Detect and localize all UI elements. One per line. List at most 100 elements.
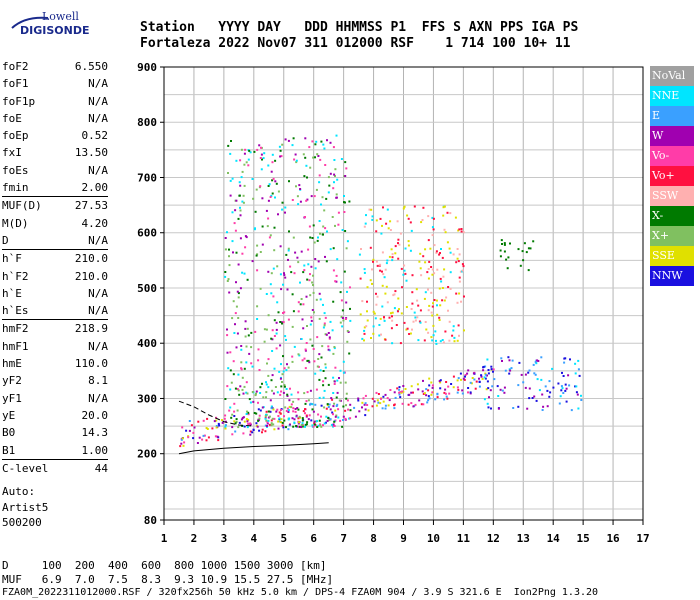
echo-point xyxy=(389,229,392,231)
echo-point xyxy=(448,392,451,395)
echo-point xyxy=(329,418,332,421)
echo-point xyxy=(427,288,429,291)
echo-point xyxy=(277,311,280,314)
echo-point xyxy=(570,409,573,412)
echo-point xyxy=(292,310,295,313)
echo-point xyxy=(282,391,285,394)
echo-point xyxy=(332,300,335,303)
echo-point xyxy=(181,426,184,429)
echo-point xyxy=(297,353,300,356)
echo-point xyxy=(297,391,300,394)
echo-point xyxy=(279,273,282,276)
echo-point xyxy=(242,432,245,435)
echo-point xyxy=(432,324,435,327)
echo-point xyxy=(340,299,343,302)
echo-point xyxy=(341,317,344,319)
echo-point xyxy=(275,347,278,350)
echo-point xyxy=(288,405,291,408)
echo-point xyxy=(280,321,283,324)
echo-point xyxy=(285,410,288,412)
echo-point xyxy=(499,249,502,252)
echo-point xyxy=(297,398,300,401)
echo-point xyxy=(466,372,469,375)
echo-point xyxy=(463,378,466,381)
echo-point xyxy=(394,252,397,255)
echo-point xyxy=(239,385,242,388)
footer-muf-line: MUF 6.9 7.0 7.5 8.3 9.3 10.9 15.5 27.5 [… xyxy=(2,573,334,586)
echo-point xyxy=(255,188,258,191)
echo-point xyxy=(369,246,372,249)
echo-point xyxy=(288,399,291,402)
echo-point xyxy=(244,320,247,323)
echo-point xyxy=(391,253,394,256)
echo-point xyxy=(411,302,414,305)
echo-point xyxy=(215,419,218,422)
param-row: fxI 13.50 xyxy=(2,144,108,161)
echo-point xyxy=(423,297,426,300)
echo-point xyxy=(318,317,321,320)
echo-point xyxy=(261,225,264,228)
echo-point xyxy=(418,320,421,323)
echo-point xyxy=(326,419,329,422)
echo-point xyxy=(261,428,264,431)
echo-point xyxy=(521,250,524,253)
echo-point xyxy=(283,367,286,370)
echo-point xyxy=(312,156,315,159)
echo-point xyxy=(285,369,288,372)
echo-point xyxy=(487,369,490,371)
echo-point xyxy=(241,416,244,419)
echo-point xyxy=(361,337,364,340)
echo-point xyxy=(256,318,259,320)
echo-point xyxy=(314,143,317,146)
echo-point xyxy=(285,338,287,341)
echo-point xyxy=(460,300,462,303)
echo-point xyxy=(226,231,228,234)
echo-point xyxy=(359,313,362,316)
echo-point xyxy=(431,234,434,237)
echo-point xyxy=(247,413,250,416)
echo-point xyxy=(224,271,227,273)
echo-point xyxy=(577,407,580,410)
echo-point xyxy=(438,319,441,321)
echo-point xyxy=(306,198,309,201)
echo-point xyxy=(283,311,286,314)
echo-point xyxy=(388,399,391,402)
echo-point xyxy=(188,429,191,432)
echo-point xyxy=(323,147,326,150)
x-tick-label: 17 xyxy=(636,532,649,545)
echo-point xyxy=(564,383,567,386)
echo-point xyxy=(297,301,300,304)
echo-point xyxy=(339,369,342,372)
echo-point xyxy=(239,159,242,162)
echo-point xyxy=(447,286,450,288)
echo-point xyxy=(231,426,234,429)
echo-point xyxy=(538,389,541,392)
echo-point xyxy=(290,403,293,406)
echo-point xyxy=(233,222,236,225)
echo-point xyxy=(517,384,520,387)
echo-point xyxy=(247,418,250,421)
echo-point xyxy=(312,410,315,413)
echo-point xyxy=(261,197,264,200)
echo-point xyxy=(228,264,231,267)
echo-point xyxy=(462,377,465,380)
echo-point xyxy=(501,243,503,245)
echo-point xyxy=(304,402,307,405)
echo-point xyxy=(242,194,245,197)
echo-point xyxy=(308,279,311,282)
echo-point xyxy=(317,413,320,416)
echo-point xyxy=(442,206,445,209)
echo-point xyxy=(237,389,240,392)
echo-point xyxy=(337,416,340,419)
echo-point xyxy=(416,299,419,302)
echo-point xyxy=(440,248,442,250)
param-row: M(D) 4.20 xyxy=(2,215,108,232)
echo-point xyxy=(246,420,249,423)
echo-point xyxy=(270,424,273,427)
echo-point xyxy=(393,407,396,410)
echo-point xyxy=(503,386,506,389)
echo-point xyxy=(446,397,449,400)
echo-point xyxy=(265,293,268,295)
echo-point xyxy=(239,287,242,290)
echo-point xyxy=(404,388,407,390)
